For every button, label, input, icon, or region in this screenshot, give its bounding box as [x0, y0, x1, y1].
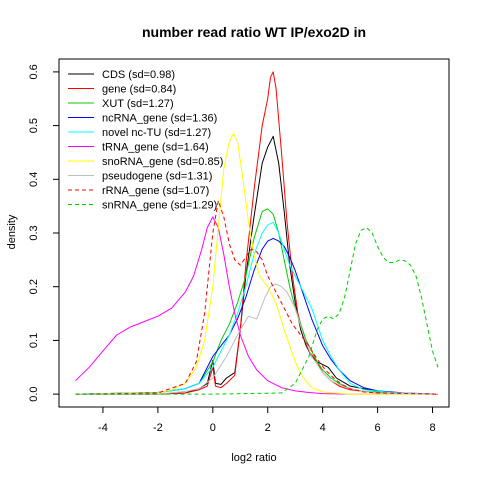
- x-tick-label: 8: [429, 422, 435, 434]
- legend-label: novel nc-TU (sd=1.27): [102, 127, 211, 139]
- series-line-9: [75, 200, 439, 395]
- legend-label: snoRNA_gene (sd=0.85): [102, 156, 223, 168]
- x-tick-label: -2: [153, 422, 163, 434]
- y-axis-label: density: [6, 214, 18, 249]
- series-line-10: [75, 227, 439, 395]
- legend-label: tRNA_gene (sd=1.64): [102, 142, 209, 154]
- x-tick-label: 2: [265, 422, 271, 434]
- y-tick-label: 0.3: [28, 225, 40, 240]
- x-tick-label: -4: [98, 422, 108, 434]
- series-line-8: [75, 283, 439, 395]
- y-tick-label: 0.0: [28, 386, 40, 401]
- y-tick-label: 0.2: [28, 279, 40, 294]
- x-tick-label: 4: [320, 422, 326, 434]
- legend: CDS (sd=0.98) gene (sd=0.84) XUT (sd=1.27)…: [68, 69, 223, 212]
- y-tick-label: 0.5: [28, 118, 40, 133]
- legend-label: XUT (sd=1.27): [102, 98, 174, 110]
- chart-title: number read ratio WT IP/exo2D in: [142, 24, 366, 40]
- series-line-6: [75, 216, 438, 395]
- x-tick-label: 6: [375, 422, 381, 434]
- y-tick-label: 0.6: [28, 64, 40, 79]
- series-line-5: [75, 221, 439, 395]
- x-tick-label: 0: [210, 422, 216, 434]
- series-line-4: [75, 237, 439, 395]
- x-axis-label: log2 ratio: [231, 452, 276, 464]
- plot-frame: [58, 58, 450, 408]
- legend-label: snRNA_gene (sd=1.29): [102, 200, 217, 212]
- series-line-1: [75, 135, 439, 395]
- series-line-7: [75, 133, 438, 395]
- series-layer: [75, 71, 439, 395]
- y-tick-label: 0.1: [28, 333, 40, 348]
- y-tick-label: 0.4: [28, 172, 40, 187]
- legend-label: ncRNA_gene (sd=1.36): [102, 113, 217, 125]
- legend-label: rRNA_gene (sd=1.07): [102, 185, 209, 197]
- legend-label: gene (sd=0.84): [102, 84, 176, 96]
- legend-label: pseudogene (sd=1.31): [102, 171, 212, 183]
- legend-label: CDS (sd=0.98): [102, 69, 175, 81]
